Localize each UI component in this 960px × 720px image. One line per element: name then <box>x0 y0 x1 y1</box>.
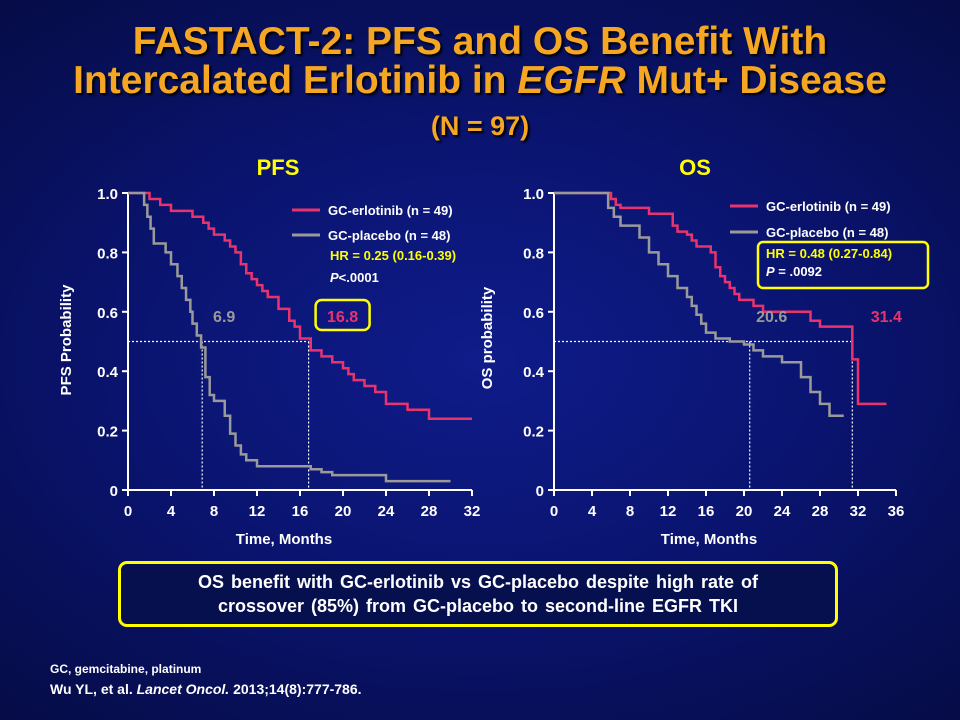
chart-pfs-y-axis-label: PFS Probability <box>58 284 75 396</box>
chart-pfs-title: PFS <box>257 155 300 180</box>
chart-os-x-tick-label: 28 <box>812 503 829 520</box>
footnote-citation: Wu YL, et al. Lancet Oncol. 2013;14(8):7… <box>50 681 362 697</box>
chart-pfs-x-tick-label: 0 <box>124 503 132 520</box>
chart-os-x-tick-label: 0 <box>550 503 558 520</box>
title-line-1: FASTACT-2: PFS and OS Benefit With <box>132 20 828 63</box>
chart-pfs-x-tick-label: 28 <box>421 503 438 520</box>
chart-pfs-p-value-symbol: P <box>330 270 339 285</box>
chart-os-y-tick-label: 0.4 <box>523 364 545 381</box>
chart-pfs-y-tick-label: 0.2 <box>97 424 118 441</box>
chart-os-y-tick-label: 0.8 <box>523 245 544 262</box>
chart-os-x-axis-label: Time, Months <box>661 531 757 548</box>
chart-os-y-tick-label: 0.2 <box>523 424 544 441</box>
chart-os-legend-label: GC-erlotinib (n = 49) <box>766 199 891 214</box>
chart-os-erlotinib-curve <box>554 191 887 406</box>
chart-pfs-x-axis-label: Time, Months <box>236 531 332 548</box>
chart-pfs-x-tick-label: 20 <box>335 503 352 520</box>
chart-os-y-tick-label: 0.6 <box>523 305 544 322</box>
slide-title: FASTACT-2: PFS and OS Benefit With Inter… <box>0 22 960 100</box>
chart-os-x-tick-label: 20 <box>736 503 753 520</box>
chart-os-y-tick-label: 0 <box>536 483 544 500</box>
chart-os-y-axis-label: OS probability <box>479 286 496 389</box>
chart-os-legend-label: GC-placebo (n = 48) <box>766 225 888 240</box>
chart-os-stats-box <box>756 240 930 290</box>
chart-pfs-x-tick-label: 8 <box>210 503 218 520</box>
title-line-2-post: Mut+ Disease <box>625 59 887 102</box>
chart-pfs-y-tick-label: 0.6 <box>97 305 118 322</box>
chart-pfs-x-tick-label: 12 <box>249 503 266 520</box>
chart-pfs-erlotinib-curve <box>128 191 472 420</box>
chart-os-x-tick-label: 32 <box>850 503 867 520</box>
chart-os-x-tick-label: 24 <box>774 503 791 520</box>
title-line-2-italic: EGFR <box>517 59 626 102</box>
chart-os-title: OS <box>679 155 711 180</box>
chart-os-median-label: 20.6 <box>756 309 787 326</box>
chart-pfs-x-tick-label: 32 <box>464 503 481 520</box>
chart-os-p-value-text: = .0092 <box>775 264 822 279</box>
chart-os-median-label: 31.4 <box>871 309 902 326</box>
chart-os-x-tick-label: 8 <box>626 503 634 520</box>
footnote-abbreviation: GC, gemcitabine, platinum <box>50 662 202 676</box>
chart-os-p-value-symbol: P <box>766 264 775 279</box>
chart-pfs-x-tick-label: 4 <box>167 503 176 520</box>
slide-subtitle: (N = 97) <box>430 111 530 141</box>
chart-pfs-x-tick-label: 24 <box>378 503 395 520</box>
chart-os-x-tick-label: 4 <box>588 503 597 520</box>
title-line-2-pre: Intercalated Erlotinib in <box>73 59 518 102</box>
chart-pfs-median-label: 16.8 <box>327 309 358 326</box>
chart-pfs-y-tick-label: 0 <box>110 483 118 500</box>
callout-box: OS benefit with GC-erlotinib vs GC-place… <box>118 561 838 627</box>
chart-pfs-x-tick-label: 16 <box>292 503 309 520</box>
chart-os-placebo-curve <box>554 191 844 417</box>
citation-authors: Wu YL, et al. <box>50 681 137 697</box>
chart-os-y-tick-label: 1.0 <box>523 186 544 203</box>
chart-pfs-y-tick-label: 1.0 <box>97 186 118 203</box>
chart-pfs-y-tick-label: 0.4 <box>97 364 119 381</box>
chart-pfs-y-tick-label: 0.8 <box>97 245 118 262</box>
chart-os-p-value: P = .0092 <box>766 264 822 279</box>
chart-pfs-legend-label: GC-erlotinib (n = 49) <box>328 203 453 218</box>
callout-line-2: crossover (85%) from GC-placebo to secon… <box>217 596 739 616</box>
chart-pfs-p-value-text: <.0001 <box>339 270 379 285</box>
chart-pfs-placebo-curve <box>128 191 451 483</box>
chart-os-x-tick-label: 12 <box>660 503 677 520</box>
chart-pfs-legend-label: GC-placebo (n = 48) <box>328 228 450 243</box>
title-line-2: Intercalated Erlotinib in EGFR Mut+ Dise… <box>0 61 960 100</box>
chart-pfs-p-value: P<.0001 <box>330 270 379 285</box>
chart-pfs-median-label: 6.9 <box>213 309 235 326</box>
chart-pfs-median-highlight-box <box>314 298 371 332</box>
chart-pfs-hazard-ratio: HR = 0.25 (0.16-0.39) <box>330 248 456 263</box>
citation-rest: 2013;14(8):777-786. <box>229 681 362 697</box>
chart-os-x-tick-label: 16 <box>698 503 715 520</box>
citation-journal: Lancet Oncol. <box>136 681 230 697</box>
chart-os-x-tick-label: 36 <box>888 503 905 520</box>
callout-line-1: OS benefit with GC-erlotinib vs GC-place… <box>197 572 759 592</box>
chart-os-hazard-ratio: HR = 0.48 (0.27-0.84) <box>766 246 892 261</box>
